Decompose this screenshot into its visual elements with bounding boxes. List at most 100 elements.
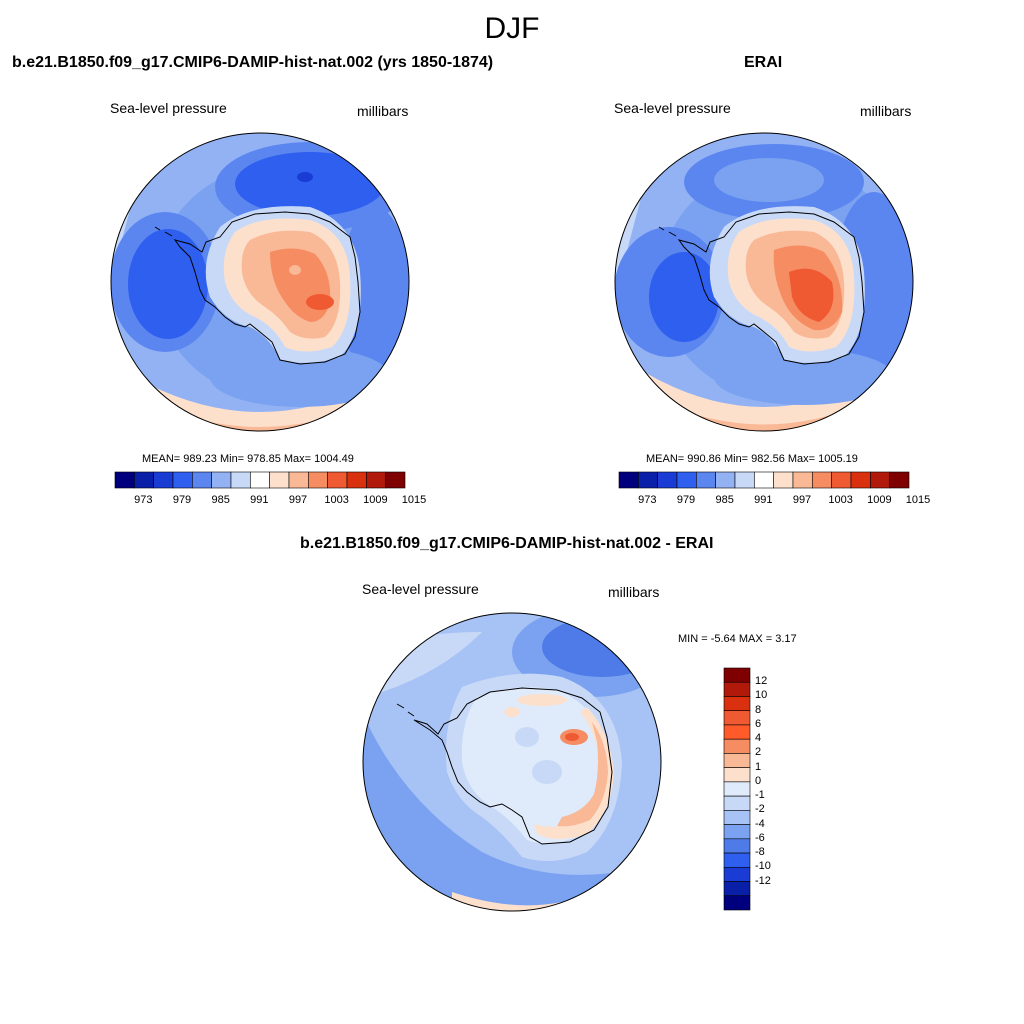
colorbar-swatch bbox=[831, 471, 852, 489]
obs-panel-title: ERAI bbox=[744, 54, 783, 71]
colorbar-swatch bbox=[870, 471, 890, 489]
diff-tick: -2 bbox=[755, 803, 765, 816]
colorbar-swatch bbox=[696, 471, 716, 489]
diff-tick: -8 bbox=[755, 846, 765, 859]
diff-tick: 1 bbox=[755, 760, 762, 773]
model-tick: 1009 bbox=[363, 494, 388, 506]
colorbar-swatch bbox=[676, 471, 697, 489]
colorbar-swatch bbox=[723, 895, 751, 911]
diff-tick: 12 bbox=[755, 675, 768, 688]
diff-tick: 6 bbox=[755, 717, 762, 730]
colorbar-swatch bbox=[618, 471, 639, 489]
model-tick: 973 bbox=[134, 494, 153, 506]
colorbar-swatch bbox=[723, 838, 751, 854]
colorbar-swatch bbox=[366, 471, 386, 489]
colorbar-swatch bbox=[114, 471, 135, 489]
colorbar-swatch bbox=[327, 471, 348, 489]
colorbar-swatch bbox=[192, 471, 212, 489]
obs-colorbar bbox=[618, 471, 910, 489]
model-variable-label: Sea-level pressure bbox=[110, 100, 227, 116]
diff-tick: 8 bbox=[755, 703, 762, 716]
colorbar-swatch bbox=[657, 471, 678, 489]
diff-tick: 0 bbox=[755, 774, 762, 787]
obs-tick: 973 bbox=[638, 494, 657, 506]
diff-map bbox=[362, 612, 662, 912]
colorbar-swatch bbox=[723, 824, 751, 840]
diff-tick: -10 bbox=[755, 860, 771, 873]
model-units-label: millibars bbox=[357, 103, 409, 119]
colorbar-swatch bbox=[385, 471, 406, 489]
colorbar-swatch bbox=[754, 471, 774, 489]
colorbar-swatch bbox=[288, 471, 309, 489]
colorbar-swatch bbox=[211, 471, 232, 489]
colorbar-swatch bbox=[773, 471, 794, 489]
colorbar-swatch bbox=[269, 471, 290, 489]
obs-tick: 985 bbox=[715, 494, 734, 506]
colorbar-swatch bbox=[723, 696, 751, 712]
obs-tick: 1009 bbox=[867, 494, 892, 506]
diff-stats: MIN = -5.64 MAX = 3.17 bbox=[678, 633, 797, 645]
obs-colorbar-ticks: 973 979 985 991 997 1003 1009 1015 bbox=[619, 494, 930, 508]
model-map bbox=[110, 132, 410, 432]
colorbar-swatch bbox=[134, 471, 154, 489]
obs-map bbox=[614, 132, 914, 432]
colorbar-swatch bbox=[792, 471, 813, 489]
colorbar-swatch bbox=[723, 866, 751, 882]
diff-units-label: millibars bbox=[608, 584, 660, 600]
colorbar-swatch bbox=[734, 471, 755, 489]
obs-tick: 1015 bbox=[905, 494, 931, 506]
model-tick: 997 bbox=[288, 494, 308, 506]
colorbar-swatch bbox=[723, 795, 751, 811]
model-colorbar-ticks: 973 979 985 991 997 1003 1009 1015 bbox=[115, 494, 426, 508]
model-tick: 1003 bbox=[324, 494, 349, 506]
obs-units-label: millibars bbox=[860, 103, 912, 119]
colorbar-swatch bbox=[723, 852, 751, 868]
obs-stats: MEAN= 990.86 Min= 982.56 Max= 1005.19 bbox=[646, 453, 858, 465]
colorbar-swatch bbox=[889, 471, 910, 489]
colorbar-swatch bbox=[308, 471, 328, 489]
colorbar-swatch bbox=[723, 753, 751, 768]
diff-variable-label: Sea-level pressure bbox=[362, 581, 479, 597]
model-panel-title: b.e21.B1850.f09_g17.CMIP6-DAMIP-hist-nat… bbox=[12, 54, 494, 71]
model-tick: 1015 bbox=[401, 494, 427, 506]
diff-tick: 10 bbox=[755, 689, 768, 702]
model-tick: 991 bbox=[250, 494, 269, 506]
colorbar-swatch bbox=[153, 471, 174, 489]
diff-panel-title: b.e21.B1850.f09_g17.CMIP6-DAMIP-hist-nat… bbox=[300, 535, 714, 552]
colorbar-swatch bbox=[723, 781, 751, 797]
model-tick: 985 bbox=[211, 494, 230, 506]
diff-tick: -4 bbox=[755, 817, 765, 830]
diff-tick: 2 bbox=[755, 746, 762, 759]
diff-tick: -12 bbox=[755, 874, 771, 887]
obs-tick: 1003 bbox=[828, 494, 853, 506]
model-colorbar bbox=[114, 471, 406, 489]
model-tick: 979 bbox=[172, 494, 192, 506]
colorbar-swatch bbox=[723, 667, 751, 683]
colorbar-swatch bbox=[723, 724, 751, 740]
figure-title: DJF bbox=[484, 12, 540, 45]
colorbar-swatch bbox=[723, 738, 751, 754]
diff-tick: -1 bbox=[755, 789, 765, 802]
diff-tick: -6 bbox=[755, 831, 765, 844]
colorbar-swatch bbox=[723, 881, 751, 897]
obs-tick: 997 bbox=[792, 494, 812, 506]
diff-tick: 4 bbox=[755, 732, 762, 745]
colorbar-swatch bbox=[723, 810, 751, 825]
model-stats: MEAN= 989.23 Min= 978.85 Max= 1004.49 bbox=[142, 453, 354, 465]
colorbar-swatch bbox=[850, 471, 871, 489]
diff-colorbar-ticks: 12 10 8 6 4 2 1 0 -1 -2 -4 -6 -8 -10 -12 bbox=[755, 668, 795, 910]
obs-variable-label: Sea-level pressure bbox=[614, 100, 731, 116]
colorbar-swatch bbox=[723, 767, 751, 783]
obs-tick: 979 bbox=[676, 494, 696, 506]
colorbar-swatch bbox=[346, 471, 367, 489]
colorbar-swatch bbox=[638, 471, 658, 489]
colorbar-swatch bbox=[723, 681, 751, 697]
obs-tick: 991 bbox=[754, 494, 773, 506]
colorbar-swatch bbox=[250, 471, 270, 489]
colorbar-swatch bbox=[715, 471, 736, 489]
colorbar-swatch bbox=[230, 471, 251, 489]
diff-colorbar bbox=[723, 667, 751, 911]
colorbar-swatch bbox=[172, 471, 193, 489]
colorbar-swatch bbox=[723, 710, 751, 726]
colorbar-swatch bbox=[812, 471, 832, 489]
